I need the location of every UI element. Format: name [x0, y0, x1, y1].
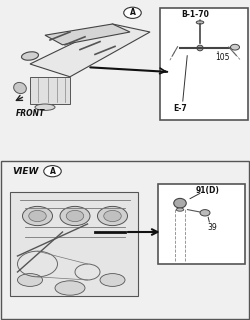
Text: E-7: E-7 — [173, 104, 187, 113]
Text: 91(D): 91(D) — [196, 186, 220, 195]
Text: A: A — [50, 167, 56, 176]
Text: VIEW: VIEW — [12, 167, 39, 176]
Circle shape — [230, 44, 239, 50]
Polygon shape — [30, 77, 70, 104]
Circle shape — [104, 211, 121, 221]
Ellipse shape — [35, 104, 55, 110]
Polygon shape — [30, 24, 150, 77]
Circle shape — [66, 211, 84, 221]
Circle shape — [98, 206, 128, 226]
Ellipse shape — [196, 21, 204, 24]
Ellipse shape — [174, 198, 186, 208]
Polygon shape — [45, 24, 130, 45]
FancyBboxPatch shape — [160, 8, 248, 120]
Circle shape — [60, 206, 90, 226]
Circle shape — [124, 7, 141, 19]
Polygon shape — [10, 192, 138, 296]
Circle shape — [44, 166, 61, 177]
Ellipse shape — [55, 281, 85, 295]
Text: B-1-70: B-1-70 — [181, 10, 209, 19]
Ellipse shape — [18, 274, 42, 286]
Text: A: A — [130, 8, 136, 17]
Ellipse shape — [197, 45, 203, 51]
Text: FRONT: FRONT — [16, 109, 44, 118]
Ellipse shape — [176, 208, 184, 211]
Circle shape — [29, 211, 46, 221]
Text: 39: 39 — [208, 223, 218, 232]
FancyBboxPatch shape — [158, 184, 245, 264]
Ellipse shape — [22, 52, 38, 60]
Text: 105: 105 — [215, 53, 230, 62]
Ellipse shape — [100, 274, 125, 286]
Circle shape — [200, 210, 210, 216]
Circle shape — [22, 206, 52, 226]
Ellipse shape — [14, 83, 26, 93]
